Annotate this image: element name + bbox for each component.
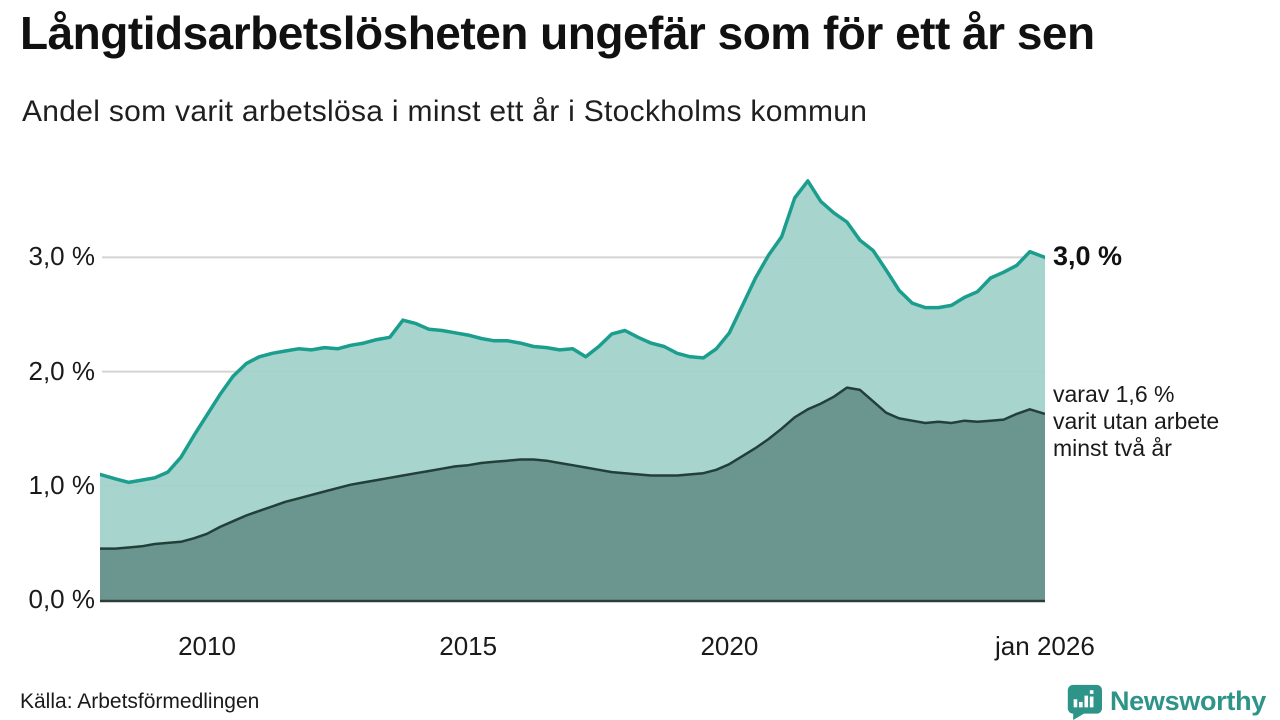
- x-tick-label: jan 2026: [995, 631, 1095, 661]
- y-tick-label: 1,0 %: [28, 469, 96, 500]
- y-tick-label: 3,0 %: [28, 241, 96, 272]
- end-value-label-two-years: varav 1,6 % varit utan arbete minst två …: [1053, 381, 1220, 461]
- newsworthy-wordmark: Newsworthy: [1109, 686, 1266, 716]
- line-two-years: [100, 386, 1045, 550]
- area-chart: [100, 179, 1045, 603]
- y-tick-label: 0,0 %: [28, 584, 96, 614]
- y-tick-label: 2,0 %: [28, 355, 96, 386]
- x-tick-label: 2020: [700, 631, 759, 661]
- x-tick-label: 2015: [439, 631, 498, 661]
- page-title: Långtidsarbetslösheten ungefär som för e…: [20, 7, 1095, 59]
- page-subtitle: Andel som varit arbetslösa i minst ett å…: [22, 95, 868, 128]
- newsworthy-logo: Newsworthy: [1066, 683, 1266, 720]
- end-value-label-total: 3,0 %: [1053, 241, 1123, 271]
- x-tick-label: 2010: [178, 631, 236, 661]
- source-note: Källa: Arbetsförmedlingen: [20, 690, 260, 713]
- newsworthy-bubble-icon: [1067, 684, 1102, 720]
- area-two-years: [100, 387, 1045, 600]
- line-total: [100, 179, 1045, 485]
